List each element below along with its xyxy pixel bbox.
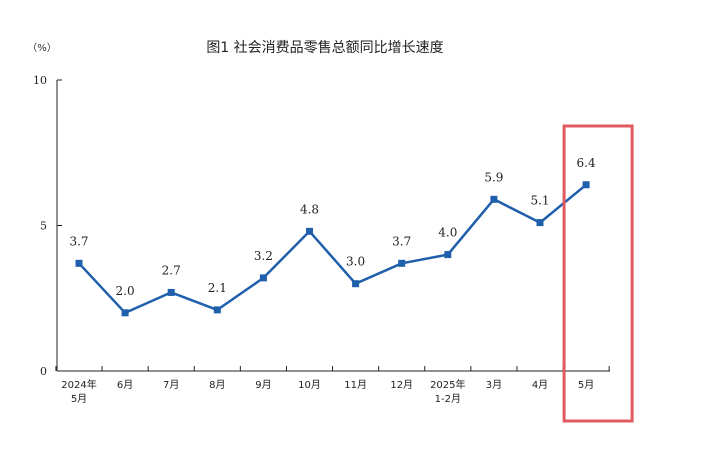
data-point: [213, 306, 221, 314]
data-point: [536, 219, 544, 227]
data-label: 5.1: [530, 194, 549, 208]
x-axis-ticks: 2024年 5月 6月 7月 8月 9月 10月 11月 12月 2025年 1-2月 3月 4月 5月: [55, 366, 610, 405]
y-axis-ticks: 0 5 10: [33, 74, 62, 378]
x-tick-label: 2024年 5月: [61, 378, 96, 405]
data-label: 3.0: [346, 255, 365, 269]
data-point: [75, 259, 83, 267]
chart-title: 图1 社会消费品零售总额同比增长速度: [206, 40, 443, 56]
data-label: 4.0: [438, 226, 457, 240]
data-point: [121, 309, 129, 317]
data-point: [582, 181, 590, 189]
series-line: [78, 183, 587, 315]
x-tick-label: 4月: [532, 379, 548, 391]
data-label: 4.8: [300, 202, 319, 216]
data-label: 6.4: [577, 156, 596, 170]
data-label: 3.2: [254, 249, 273, 263]
x-tick-label: 12月: [390, 379, 413, 391]
x-tick-label: 5月: [578, 379, 594, 391]
data-point: [259, 274, 267, 282]
data-point: [352, 280, 360, 288]
data-point: [398, 259, 406, 267]
data-labels: 3.7 2.0 2.7 2.1 3.2 4.8 3.0 3.7 4.0 5.9 5.1 6.4: [69, 156, 596, 298]
y-tick-label: 5: [40, 220, 47, 233]
highlight-box: [562, 124, 634, 423]
data-points: [75, 181, 590, 317]
data-label: 2.1: [208, 281, 227, 295]
data-label: 2.0: [116, 284, 135, 298]
x-tick-label: 3月: [486, 379, 502, 391]
data-point: [490, 195, 498, 203]
data-label: 2.7: [162, 263, 181, 277]
data-point: [306, 227, 313, 235]
x-tick-label: 10月: [298, 379, 321, 391]
x-tick-label: 7月: [163, 379, 179, 391]
data-label: 3.7: [392, 234, 411, 248]
data-label: 3.7: [69, 234, 88, 248]
x-tick-label: 9月: [255, 379, 271, 391]
data-point: [444, 251, 452, 259]
x-tick-label: 11月: [344, 379, 367, 391]
data-label: 5.9: [484, 170, 503, 184]
y-tick-label: 0: [40, 365, 47, 378]
x-tick-label: 2025年 1-2月: [430, 378, 465, 405]
y-axis-unit: （%）: [27, 42, 57, 54]
y-tick-label: 10: [33, 74, 47, 87]
x-tick-label: 6月: [117, 379, 133, 391]
data-point: [167, 288, 175, 296]
x-tick-label: 8月: [209, 379, 225, 391]
